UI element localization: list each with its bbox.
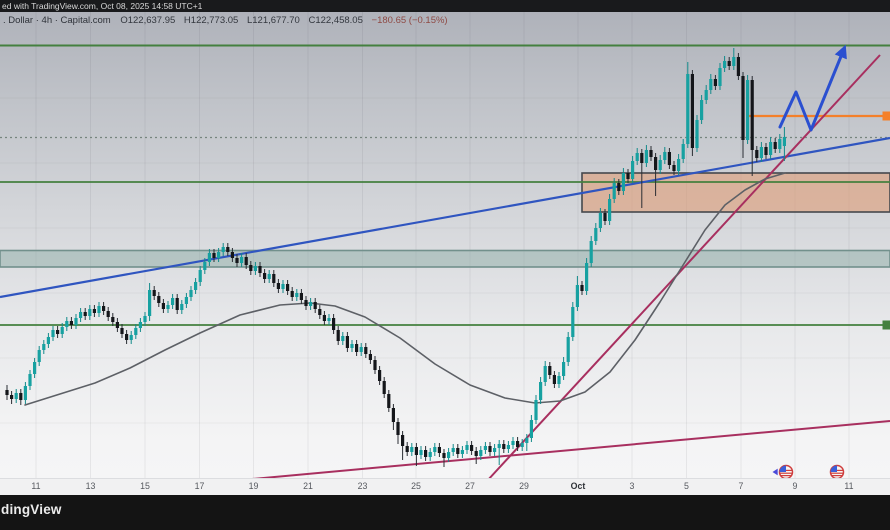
time-axis-tick: 15: [140, 481, 150, 491]
blue-trendline: [0, 136, 890, 299]
calendar-event-flag-icon[interactable]: [772, 464, 794, 480]
event-cursor-icon: [772, 468, 778, 476]
trendlines-layer: [0, 54, 890, 482]
steep-crimson-trendline: [486, 54, 881, 482]
tradingview-logo[interactable]: dingView: [1, 502, 62, 517]
symbol-title: . Dollar · 4h · Capital.com: [3, 15, 111, 26]
right-edge-tabs: [882, 111, 890, 330]
time-axis[interactable]: 11 13 15 17 19 21 23 25 27 29 Oct 3 5 7 9 11: [0, 478, 890, 495]
time-axis-tick: 9: [792, 481, 798, 491]
time-axis-tick: 11: [31, 481, 41, 491]
time-axis-tick: 25: [411, 481, 421, 491]
time-axis-tick: 21: [303, 481, 313, 491]
footer-bar: dingView: [0, 495, 890, 530]
time-axis-tick: 19: [248, 481, 259, 491]
time-axis-tick: Oct: [570, 481, 586, 491]
high-value: H122,773.05: [183, 15, 239, 26]
symbol-ohlc-row: . Dollar · 4h · Capital.com O122,637.95 …: [3, 14, 448, 28]
low-value: L121,677.70: [246, 15, 300, 26]
time-axis-tick: 3: [629, 481, 635, 491]
time-axis-tick: 23: [357, 481, 368, 491]
calendar-event-flag-icon[interactable]: [829, 464, 845, 480]
change-value: −180.65 (−0.15%): [371, 15, 448, 26]
time-axis-tick: 7: [738, 481, 744, 491]
event-icons-layer: [772, 464, 845, 480]
time-axis-tick: 27: [465, 481, 475, 491]
time-axis-tick: 17: [194, 481, 205, 491]
grid-layer: [0, 12, 890, 478]
shallow-crimson-trendline: [251, 420, 890, 480]
close-value: C122,458.05: [308, 15, 363, 26]
time-axis-tick: 5: [684, 481, 689, 491]
time-axis-tick: 13: [85, 481, 96, 491]
teal-band: [0, 249, 890, 268]
attribution-bar: ed with TradingView.com, Oct 08, 2025 14…: [0, 0, 890, 12]
open-value: O122,637.95: [120, 15, 176, 26]
attribution-text: ed with TradingView.com, Oct 08, 2025 14…: [2, 1, 203, 11]
moving-average-line: [24, 172, 786, 406]
candles-layer: [5, 48, 786, 467]
zones-layer: [0, 172, 890, 268]
time-axis-tick: 11: [844, 481, 854, 491]
projection-arrow: [778, 44, 847, 132]
time-axis-tick: 29: [519, 481, 529, 491]
